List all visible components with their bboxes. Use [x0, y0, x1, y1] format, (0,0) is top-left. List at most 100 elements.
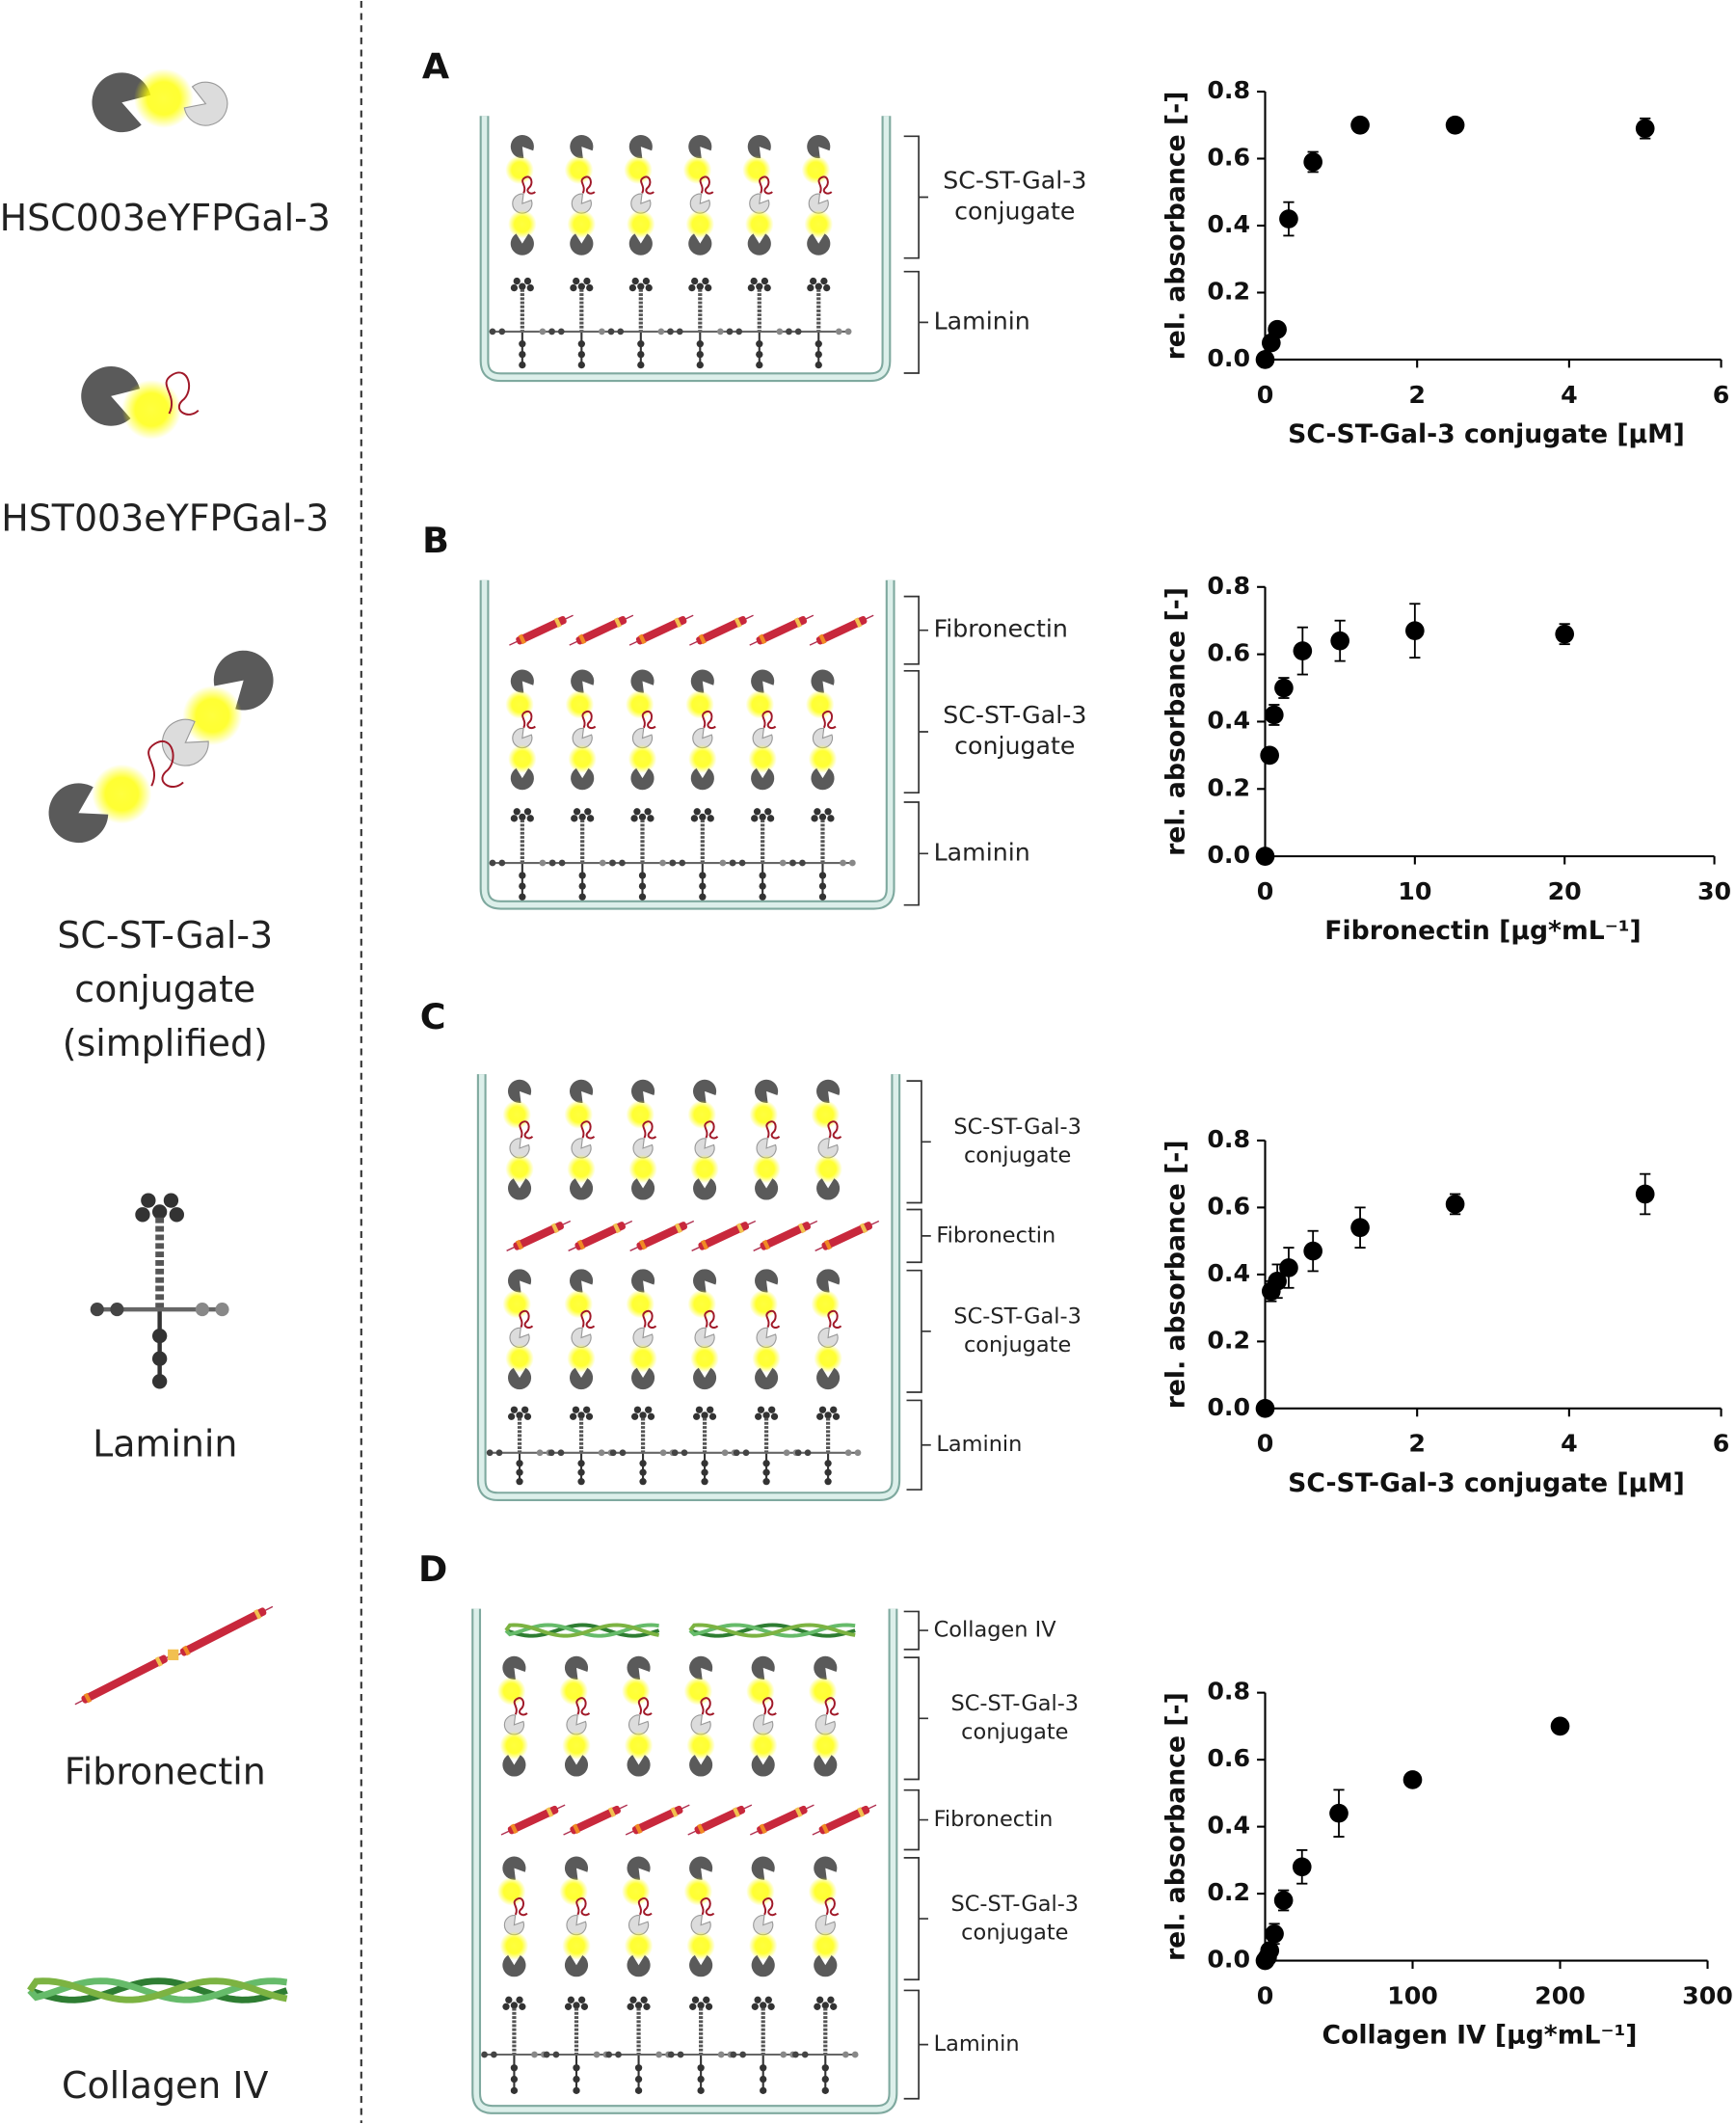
laminin-dot: [634, 2064, 643, 2072]
layer-label: Fibronectin: [934, 615, 1068, 643]
linker-icon: [765, 1120, 781, 1140]
y-tick-label: 0.8: [1207, 1125, 1250, 1153]
laminin-dot: [821, 2086, 829, 2094]
laminin-dot: [770, 1412, 779, 1420]
glow-icon: [559, 1877, 588, 1906]
fibronectin-icon: [568, 1220, 633, 1251]
laminin-dot: [489, 328, 496, 336]
fibronectin-body: [516, 615, 567, 645]
laminin-dot: [827, 1996, 835, 2003]
laminin-dot: [824, 808, 832, 816]
laminin-dot: [815, 350, 822, 359]
fibronectin-icon: [749, 1804, 815, 1836]
fibronectin-body: [698, 1222, 750, 1250]
legend-label: Collagen IV: [62, 2064, 269, 2107]
glow-icon: [562, 1931, 591, 1960]
data-point: [1555, 624, 1575, 644]
glow-icon: [625, 689, 654, 719]
x-axis-title: Fibronectin [µg*mL⁻¹]: [1324, 916, 1641, 946]
fibronectin-band: [854, 617, 863, 629]
y-tick-label: 0.0: [1207, 841, 1250, 869]
laminin-dot: [498, 328, 506, 336]
fibronectin-icon: [509, 614, 574, 646]
linker-icon: [762, 1896, 777, 1917]
laminin-dot: [827, 815, 835, 822]
linker-icon: [513, 1896, 528, 1917]
fibronectin-icon: [625, 1804, 690, 1836]
laminin-dot: [141, 1193, 156, 1208]
laminin-dot: [738, 859, 746, 867]
glow-icon: [624, 155, 653, 184]
legend-label: Fibronectin: [65, 1750, 266, 1792]
data-point: [1264, 705, 1284, 725]
glow-icon: [567, 1154, 596, 1184]
collagen-strand: [688, 1623, 856, 1638]
fibronectin-band: [793, 617, 802, 629]
laminin-dot: [756, 361, 763, 369]
laminin-dot: [759, 813, 766, 821]
laminin-dot: [642, 277, 651, 285]
laminin-dot: [756, 282, 763, 290]
glow-icon: [746, 1877, 775, 1906]
laminin-dot: [854, 1449, 862, 1457]
receptor-icon: [630, 1178, 655, 1200]
laminin-dot: [573, 808, 581, 816]
receptor-icon: [817, 1138, 839, 1159]
fibronectin-band: [553, 617, 562, 629]
fibronectin-band: [612, 1223, 621, 1234]
laminin-dot: [481, 2051, 488, 2058]
laminin-dot: [697, 2064, 705, 2072]
linker-icon: [702, 710, 716, 730]
x-tick-label: 4: [1561, 1430, 1578, 1458]
glow-icon: [496, 1677, 526, 1706]
laminin-dot: [691, 277, 699, 285]
glow-icon: [564, 1100, 593, 1129]
glow-icon: [502, 1289, 531, 1319]
glow-icon: [808, 1877, 838, 1906]
laminin-dot: [742, 1449, 750, 1457]
collagen-strand: [27, 1977, 288, 2003]
receptor-icon: [628, 134, 653, 159]
laminin-dot: [701, 1478, 708, 1486]
receptor-icon: [628, 233, 653, 255]
receptor-icon: [566, 1714, 587, 1735]
laminin-dot: [794, 1449, 802, 1457]
laminin-dot: [647, 1412, 655, 1420]
receptor-icon: [751, 669, 775, 693]
laminin-dot: [799, 859, 806, 867]
receptor-icon: [564, 1954, 589, 1977]
receptor-icon: [692, 1178, 717, 1200]
laminin-dot: [701, 1412, 708, 1419]
glow-icon: [682, 155, 712, 184]
laminin-dot: [631, 277, 639, 285]
glow-icon: [565, 689, 595, 719]
receptor-icon: [753, 1915, 774, 1936]
laminin-dot: [163, 1193, 179, 1208]
x-tick-label: 200: [1535, 1981, 1586, 2009]
laminin-dot: [719, 859, 727, 867]
fibronectin-body: [570, 1805, 621, 1835]
fibronectin-band: [572, 1823, 580, 1835]
laminin-dot: [195, 1303, 209, 1317]
fibronectin-band: [797, 1223, 806, 1234]
fibronectin-body: [815, 615, 868, 645]
laminin-dot: [750, 277, 758, 285]
receptor-icon: [628, 1714, 650, 1735]
laminin-dot: [640, 1996, 648, 2003]
data-point: [1265, 1923, 1284, 1944]
glow-icon: [745, 209, 774, 239]
fibronectin-body: [81, 1654, 168, 1704]
data-point: [1293, 641, 1313, 660]
receptor-icon: [689, 1755, 713, 1777]
laminin-dot: [735, 328, 743, 336]
laminin-dot: [676, 328, 683, 336]
laminin-dot: [645, 1406, 653, 1413]
laminin-dot: [762, 1412, 770, 1419]
receptor-icon: [811, 669, 835, 693]
laminin-dot: [696, 350, 704, 359]
fibronectin-link: [168, 1649, 179, 1660]
laminin-dot: [814, 2003, 821, 2010]
linker-icon: [700, 1697, 715, 1716]
laminin-dot: [739, 2051, 747, 2058]
fibronectin-body: [631, 1805, 683, 1835]
